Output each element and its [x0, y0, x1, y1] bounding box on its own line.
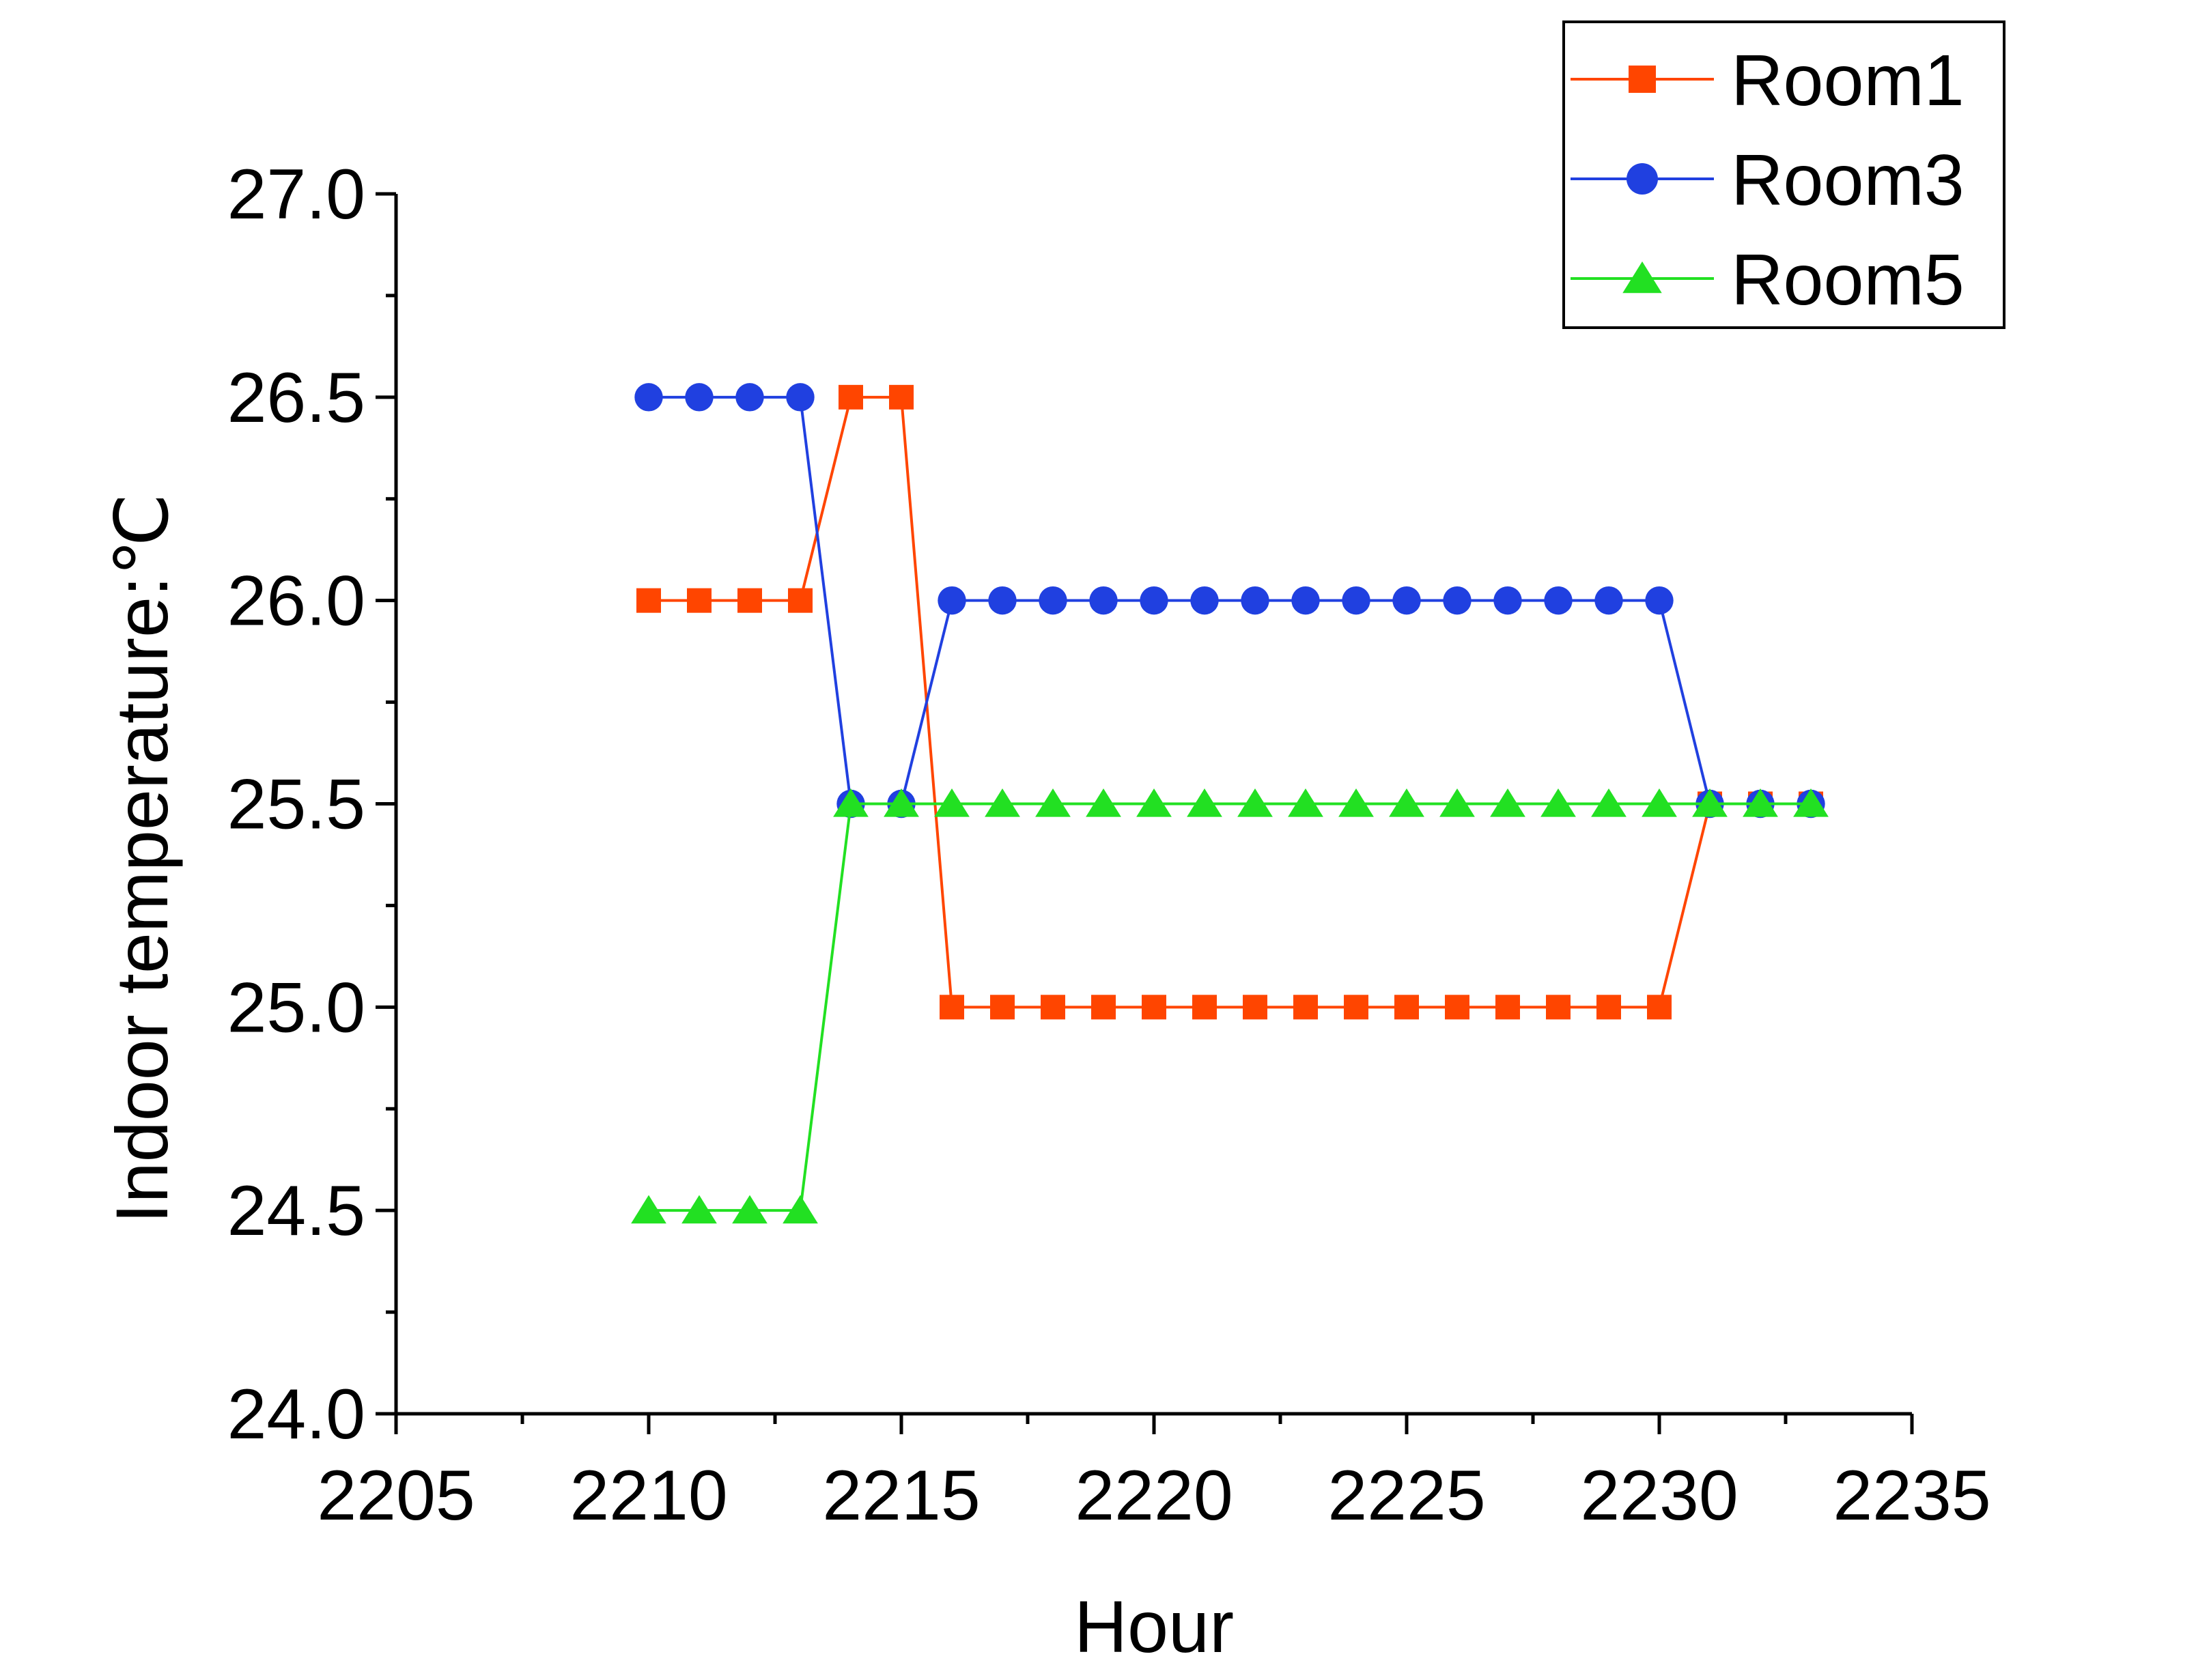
data-point-room5: [631, 1195, 666, 1224]
data-point-room1: [1394, 995, 1419, 1020]
axes: 24.0 24.5 25.0 25.5 26.0 26.5 27.0 2205 2210 2215…: [227, 155, 1991, 1535]
data-point-room1: [1192, 995, 1217, 1020]
data-point-room5: [681, 1195, 717, 1224]
data-point-room3: [988, 586, 1017, 615]
series-room1: [636, 384, 1823, 1020]
x-tick-label: 2215: [822, 1456, 980, 1535]
y-tick-label: 26.5: [227, 358, 365, 438]
data-point-room5: [1591, 788, 1627, 817]
y-tick-label: 26.0: [227, 562, 365, 641]
data-point-room5: [1288, 788, 1323, 817]
data-point-room3: [735, 383, 764, 412]
data-point-room3: [1594, 586, 1623, 615]
x-tick-label: 2205: [317, 1456, 475, 1535]
y-tick-label: 25.5: [227, 765, 365, 844]
data-point-room1: [1243, 995, 1267, 1020]
series-room3: [634, 383, 1825, 818]
data-point-room1: [1091, 995, 1116, 1020]
data-point-room3: [1392, 586, 1421, 615]
data-point-room1: [1344, 995, 1368, 1020]
data-point-room3: [1544, 586, 1573, 615]
data-point-room5: [833, 788, 869, 817]
x-tick-label: 2220: [1075, 1456, 1233, 1535]
data-point-room5: [1692, 788, 1728, 817]
data-point-room3: [1645, 586, 1674, 615]
y-tick-label: 24.0: [227, 1375, 365, 1454]
legend-label-room1: Room1: [1731, 40, 1965, 121]
data-point-room3: [1493, 586, 1522, 615]
data-point-room5: [1642, 788, 1677, 817]
series-room5: [631, 788, 1829, 1224]
legend-marker-room3: [1627, 163, 1658, 195]
data-point-room5: [1540, 788, 1576, 817]
y-axis-title: Indoor temperature:℃: [100, 494, 183, 1224]
data-point-room1: [990, 995, 1015, 1020]
data-point-room5: [1389, 788, 1424, 817]
data-point-room5: [732, 1195, 768, 1224]
data-point-room5: [1490, 788, 1525, 817]
y-tick-label: 24.5: [227, 1171, 365, 1251]
data-point-room5: [985, 788, 1020, 817]
data-point-room5: [1187, 788, 1222, 817]
data-point-room1: [1495, 995, 1520, 1020]
x-tick-label: 2225: [1327, 1456, 1485, 1535]
data-point-room1: [1596, 995, 1621, 1020]
data-point-room3: [1190, 586, 1219, 615]
data-point-room1: [940, 995, 964, 1020]
data-point-room3: [1039, 586, 1067, 615]
x-tick-label: 2210: [569, 1456, 727, 1535]
y-tick-label: 25.0: [227, 968, 365, 1047]
data-point-room5: [1237, 788, 1273, 817]
legend: Room1 Room3 Room5: [1562, 20, 2005, 329]
data-point-room3: [1342, 586, 1370, 615]
series-line-room1: [649, 395, 1811, 1009]
data-point-room5: [783, 1195, 818, 1224]
data-point-room1: [737, 588, 762, 613]
data-point-room3: [1443, 586, 1472, 615]
plot-series: [631, 383, 1829, 1224]
legend-label-room3: Room3: [1731, 140, 1965, 220]
data-point-room3: [685, 383, 714, 412]
data-point-room1: [889, 384, 914, 410]
data-point-room1: [788, 588, 813, 613]
data-point-room1: [1546, 995, 1571, 1020]
data-point-room3: [1089, 586, 1118, 615]
data-point-room5: [1338, 788, 1374, 817]
data-point-room5: [1439, 788, 1475, 817]
x-tick-label: 2230: [1580, 1456, 1738, 1535]
data-point-room5: [1136, 788, 1172, 817]
data-point-room1: [1041, 995, 1065, 1020]
x-axis-title: Hour: [1074, 1585, 1234, 1668]
data-point-room3: [1291, 586, 1320, 615]
data-point-room5: [884, 788, 919, 817]
data-point-room1: [1647, 995, 1672, 1020]
data-point-room1: [1445, 995, 1469, 1020]
data-point-room1: [636, 588, 661, 613]
legend-marker-room5: [1622, 261, 1662, 294]
data-point-room1: [687, 588, 712, 613]
data-point-room5: [1086, 788, 1121, 817]
data-point-room5: [1743, 788, 1778, 817]
data-point-room3: [1140, 586, 1168, 615]
data-point-room3: [1241, 586, 1269, 615]
series-line-room3: [649, 395, 1811, 806]
data-point-room3: [634, 383, 663, 412]
data-point-room1: [1142, 995, 1166, 1020]
data-point-room5: [1793, 788, 1829, 817]
data-point-room3: [938, 586, 966, 615]
legend-marker-room1: [1629, 66, 1656, 93]
data-point-room3: [786, 383, 815, 412]
y-tick-label: 27.0: [227, 155, 365, 234]
legend-label-room5: Room5: [1731, 240, 1965, 320]
data-point-room5: [1035, 788, 1071, 817]
data-point-room5: [934, 788, 970, 817]
x-tick-label: 2235: [1833, 1456, 1990, 1535]
data-point-room1: [839, 384, 863, 410]
data-point-room1: [1293, 995, 1318, 1020]
